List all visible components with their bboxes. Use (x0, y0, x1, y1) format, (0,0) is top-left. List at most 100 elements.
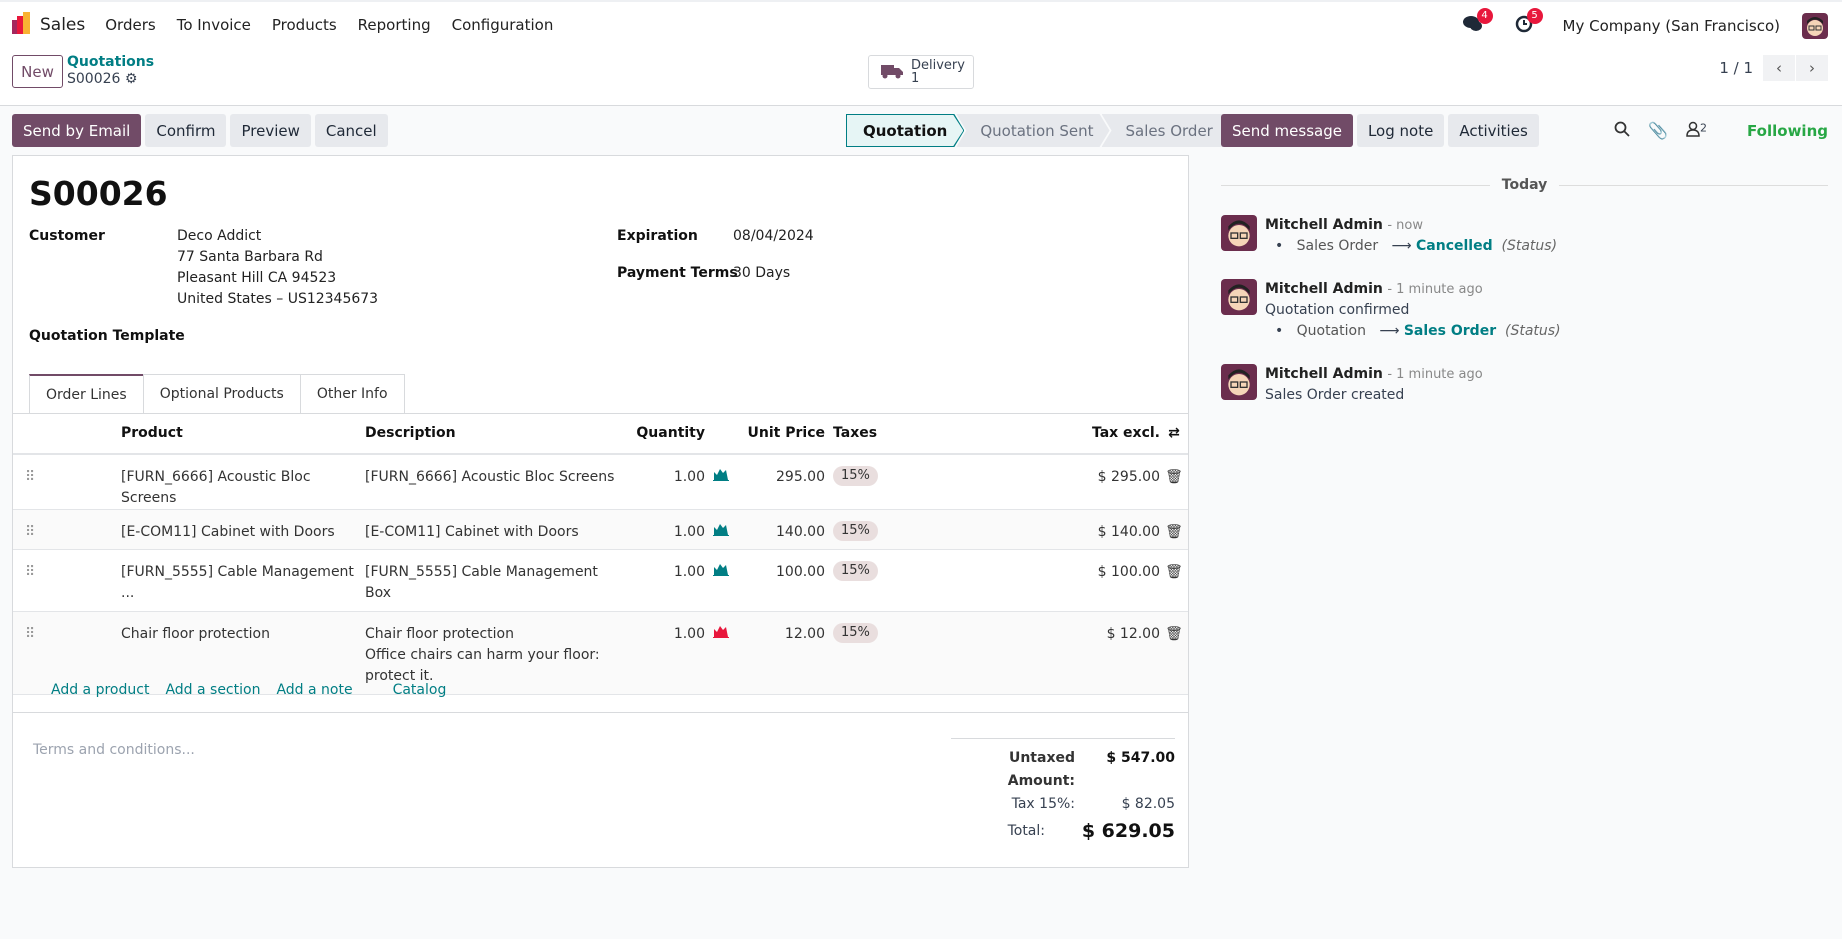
quotation-template-label: Quotation Template (29, 328, 185, 344)
delivery-smart-button[interactable]: Delivery 1 (868, 55, 974, 89)
quantity-cell[interactable]: 1.00 (625, 509, 705, 550)
drag-handle-icon[interactable]: ⠿ (13, 453, 121, 510)
add-product-link[interactable]: Add a product (51, 682, 150, 698)
avatar[interactable] (1221, 364, 1257, 400)
tax-badge[interactable]: 15% (833, 520, 878, 541)
menu-configuration[interactable]: Configuration (451, 15, 554, 34)
unit-price-cell[interactable]: 100.00 (735, 549, 825, 612)
quantity-cell[interactable]: 1.00 (625, 549, 705, 612)
product-cell[interactable]: [E-COM11] Cabinet with Doors (121, 509, 365, 550)
message-author[interactable]: Mitchell Admin (1265, 217, 1383, 233)
trash-icon[interactable]: 🗑 (1160, 453, 1188, 510)
truck-icon (881, 63, 903, 82)
forecast-chart-icon[interactable] (705, 611, 735, 695)
address-line: United States – US12345673 (177, 291, 379, 307)
expiration-field[interactable]: 08/04/2024 (733, 228, 814, 244)
menu-orders[interactable]: Orders (105, 15, 156, 34)
description-cell[interactable]: Chair floor protection Office chairs can … (365, 611, 625, 695)
chatter-message: Mitchell Admin - 1 minute ago Sales Order… (1221, 364, 1828, 406)
pager-previous-button[interactable]: ‹ (1763, 55, 1795, 81)
forecast-chart-icon[interactable] (705, 509, 735, 550)
forecast-chart-icon[interactable] (705, 549, 735, 612)
stage-quotation[interactable]: Quotation (847, 115, 963, 146)
unit-price-cell[interactable]: 295.00 (735, 453, 825, 510)
tab-optional-products[interactable]: Optional Products (142, 374, 301, 413)
product-cell[interactable]: [FURN_6666] Acoustic Bloc Screens (121, 453, 365, 510)
menu-products[interactable]: Products (271, 15, 337, 34)
pager-next-button[interactable]: › (1796, 55, 1828, 81)
pager-value[interactable]: 1 / 1 (1719, 59, 1753, 77)
activities-clock-icon[interactable]: 5 (1515, 7, 1543, 37)
company-switcher[interactable]: My Company (San Francisco) (1562, 16, 1780, 35)
table-row[interactable]: ⠿ [FURN_6666] Acoustic Bloc Screens [FUR… (13, 453, 1188, 510)
send-message-button[interactable]: Send message (1221, 114, 1353, 147)
quantity-cell[interactable]: 1.00 (625, 611, 705, 695)
log-note-button[interactable]: Log note (1356, 114, 1445, 147)
table-row[interactable]: ⠿ Chair floor protection Chair floor pro… (13, 611, 1188, 695)
col-taxes[interactable]: Taxes (825, 413, 1045, 455)
tax-badge[interactable]: 15% (833, 465, 878, 486)
add-note-link[interactable]: Add a note (276, 682, 353, 698)
user-avatar[interactable] (1802, 12, 1828, 39)
description-line: Box (365, 584, 392, 601)
tax-badge[interactable]: 15% (833, 560, 878, 581)
gear-icon[interactable]: ⚙ (124, 71, 138, 87)
customer-label: Customer (29, 228, 105, 244)
message-author[interactable]: Mitchell Admin (1265, 366, 1383, 382)
description-line: [FURN_6666] Acoustic Bloc Screens (365, 468, 615, 485)
stage-sales-order[interactable]: Sales Order (1101, 114, 1233, 147)
search-icon[interactable] (1614, 121, 1630, 141)
stage-quotation-sent[interactable]: Quotation Sent (956, 114, 1109, 147)
cancel-button[interactable]: Cancel (314, 114, 388, 147)
tab-order-lines[interactable]: Order Lines (29, 374, 144, 413)
tab-other-info[interactable]: Other Info (299, 374, 405, 413)
breadcrumb-quotations[interactable]: Quotations (67, 54, 155, 70)
tax-badge[interactable]: 15% (833, 622, 878, 643)
col-tax-excl[interactable]: Tax excl. (1045, 413, 1160, 455)
payment-terms-field[interactable]: 30 Days (733, 265, 791, 281)
add-section-link[interactable]: Add a section (165, 682, 261, 698)
sales-app-icon[interactable] (12, 11, 32, 38)
confirm-button[interactable]: Confirm (145, 114, 227, 147)
optional-columns-icon[interactable]: ⇄ (1160, 413, 1188, 455)
activities-button[interactable]: Activities (1448, 114, 1539, 147)
description-cell[interactable]: [FURN_6666] Acoustic Bloc Screens (365, 453, 625, 510)
drag-handle-icon[interactable]: ⠿ (13, 509, 121, 550)
following-button[interactable]: Following (1747, 121, 1828, 140)
table-row[interactable]: ⠿ [E-COM11] Cabinet with Doors [E-COM11]… (13, 509, 1188, 550)
trash-icon[interactable]: 🗑 (1160, 509, 1188, 550)
trash-icon[interactable]: 🗑 (1160, 611, 1188, 695)
col-description[interactable]: Description (365, 413, 625, 455)
trash-icon[interactable]: 🗑 (1160, 549, 1188, 612)
description-cell[interactable]: [FURN_5555] Cable Management Box (365, 549, 625, 612)
preview-button[interactable]: Preview (230, 114, 311, 147)
followers-icon[interactable]: 2 (1686, 121, 1707, 141)
new-button[interactable]: New (12, 55, 63, 88)
menu-to-invoice[interactable]: To Invoice (176, 15, 251, 34)
forecast-chart-icon[interactable] (705, 453, 735, 510)
drag-handle-icon[interactable]: ⠿ (13, 611, 121, 695)
terms-input[interactable]: Terms and conditions... (33, 742, 195, 758)
description-cell[interactable]: [E-COM11] Cabinet with Doors (365, 509, 625, 550)
avatar[interactable] (1221, 279, 1257, 315)
send-by-email-button[interactable]: Send by Email (12, 114, 142, 147)
messages-icon[interactable]: 4 (1462, 7, 1493, 37)
col-product[interactable]: Product (121, 413, 365, 455)
customer-field[interactable]: Deco Addict 77 Santa Barbara Rd Pleasant… (177, 226, 378, 310)
avatar[interactable] (1221, 215, 1257, 251)
menu-reporting[interactable]: Reporting (357, 15, 431, 34)
paperclip-icon[interactable]: 📎 (1648, 121, 1669, 140)
quantity-cell[interactable]: 1.00 (625, 453, 705, 510)
col-unit-price[interactable]: Unit Price (735, 413, 825, 455)
form-actions: Send by Email Confirm Preview Cancel (12, 114, 388, 147)
catalog-link[interactable]: Catalog (392, 682, 447, 698)
message-author[interactable]: Mitchell Admin (1265, 281, 1383, 297)
product-cell[interactable]: Chair floor protection (121, 611, 365, 695)
product-cell[interactable]: [FURN_5555] Cable Management ... (121, 549, 365, 612)
unit-price-cell[interactable]: 140.00 (735, 509, 825, 550)
col-quantity[interactable]: Quantity (625, 413, 705, 455)
unit-price-cell[interactable]: 12.00 (735, 611, 825, 695)
table-row[interactable]: ⠿ [FURN_5555] Cable Management ... [FURN… (13, 549, 1188, 612)
app-name[interactable]: Sales (40, 14, 86, 35)
drag-handle-icon[interactable]: ⠿ (13, 549, 121, 612)
